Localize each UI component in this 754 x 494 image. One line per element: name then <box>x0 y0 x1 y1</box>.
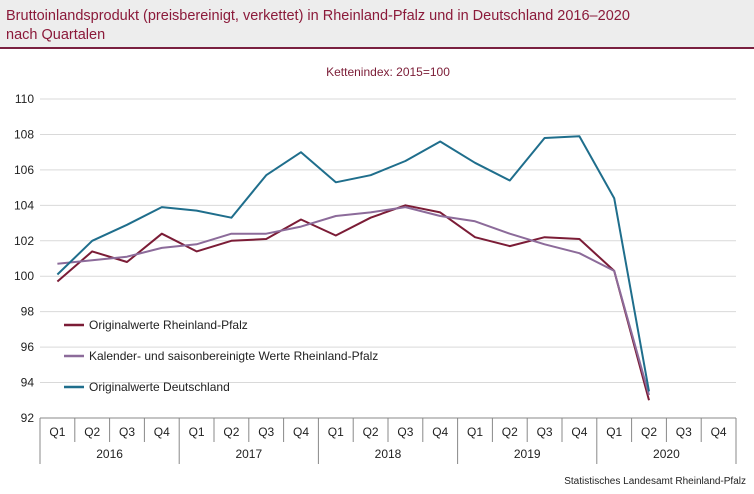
chart-title-line1: Bruttoinlandsprodukt (preisbereinigt, ve… <box>6 8 630 24</box>
x-tick-label: Q4 <box>432 425 448 439</box>
legend-label: Kalender- und saisonbereinigte Werte Rhe… <box>89 349 378 363</box>
chart-title: Bruttoinlandsprodukt (preisbereinigt, ve… <box>6 7 746 45</box>
year-label: 2016 <box>96 447 123 461</box>
year-label: 2017 <box>235 447 262 461</box>
header-divider <box>0 47 754 49</box>
y-tick-label: 94 <box>21 376 35 390</box>
x-tick-label: Q2 <box>363 425 379 439</box>
chart-subtitle: Kettenindex: 2015=100 <box>326 65 450 79</box>
x-tick-label: Q4 <box>711 425 727 439</box>
chart-title-line2: nach Quartalen <box>6 27 106 43</box>
y-tick-label: 100 <box>14 269 34 283</box>
x-tick-label: Q2 <box>84 425 100 439</box>
header-bar: Bruttoinlandsprodukt (preisbereinigt, ve… <box>0 0 754 47</box>
y-tick-label: 104 <box>14 198 34 212</box>
x-tick-label: Q3 <box>676 425 692 439</box>
series-line-3 <box>56 135 650 392</box>
x-tick-label: Q2 <box>223 425 239 439</box>
series-line-1 <box>56 204 650 401</box>
x-tick-label: Q3 <box>537 425 553 439</box>
line-chart: Kettenindex: 2015=100 92 94 96 98 100 102 104 10… <box>14 65 737 464</box>
y-tick-label: 110 <box>15 92 34 106</box>
legend-label: Originalwerte Rheinland-Pfalz <box>89 318 248 332</box>
y-tick-label: 106 <box>14 163 34 177</box>
source-note: Statistisches Landesamt Rheinland-Pfalz <box>564 476 746 487</box>
x-tick-label: Q4 <box>293 425 309 439</box>
x-tick-label: Q1 <box>606 425 622 439</box>
y-tick-label: 98 <box>21 305 35 319</box>
x-tick-label: Q1 <box>328 425 344 439</box>
x-tick-label: Q2 <box>641 425 657 439</box>
year-label: 2020 <box>653 447 680 461</box>
chart-area: Kettenindex: 2015=100 92 94 96 98 100 102 104 10… <box>0 49 754 494</box>
x-tick-label: Q1 <box>189 425 205 439</box>
series-line-2 <box>57 206 650 396</box>
y-tick-label: 102 <box>14 234 34 248</box>
legend-label: Originalwerte Deutschland <box>89 380 230 394</box>
y-tick-label: 108 <box>14 127 34 141</box>
y-tick-label: 92 <box>21 411 35 425</box>
x-tick-label: Q4 <box>154 425 170 439</box>
x-tick-label: Q2 <box>502 425 518 439</box>
x-tick-label: Q4 <box>571 425 587 439</box>
x-tick-label: Q3 <box>397 425 413 439</box>
x-tick-label: Q3 <box>119 425 135 439</box>
x-tick-label: Q1 <box>467 425 483 439</box>
x-tick-label: Q1 <box>49 425 65 439</box>
year-label: 2018 <box>375 447 402 461</box>
y-tick-label: 96 <box>21 340 35 354</box>
year-label: 2019 <box>514 447 541 461</box>
x-tick-label: Q3 <box>258 425 274 439</box>
